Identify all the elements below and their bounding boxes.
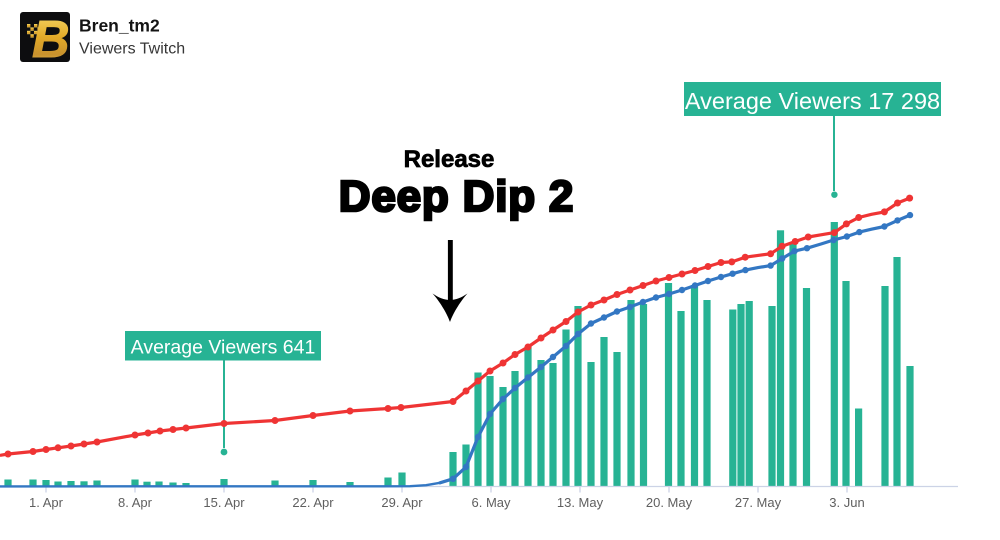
svg-text:3. Jun: 3. Jun [829, 495, 864, 510]
svg-text:Release: Release [404, 146, 495, 173]
svg-text:1. Apr: 1. Apr [29, 495, 64, 510]
svg-text:27. May: 27. May [735, 495, 782, 510]
svg-text:8. Apr: 8. Apr [118, 495, 153, 510]
svg-text:15. Apr: 15. Apr [203, 495, 245, 510]
svg-text:29. Apr: 29. Apr [381, 495, 423, 510]
svg-text:Bren_tm2: Bren_tm2 [79, 16, 160, 36]
svg-text:Viewers Twitch: Viewers Twitch [79, 41, 185, 58]
svg-text:13. May: 13. May [557, 495, 604, 510]
svg-text:22. Apr: 22. Apr [292, 495, 334, 510]
svg-text:B: B [32, 11, 70, 69]
svg-text:Average Viewers 17 298: Average Viewers 17 298 [685, 88, 940, 114]
svg-text:Average Viewers 641: Average Viewers 641 [131, 337, 316, 359]
svg-text:6. May: 6. May [471, 495, 511, 510]
svg-text:20. May: 20. May [646, 495, 693, 510]
svg-text:Deep Dip 2: Deep Dip 2 [339, 172, 574, 221]
